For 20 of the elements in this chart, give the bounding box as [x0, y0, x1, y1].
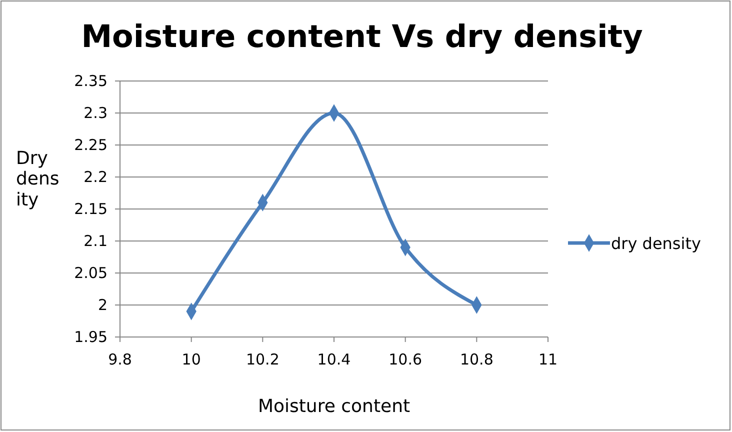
x-tick-label: 10: [182, 350, 201, 368]
x-tick-label: 10.6: [388, 350, 422, 368]
x-tick-label: 10.8: [460, 350, 494, 368]
x-axis-title: Moisture content: [258, 396, 410, 417]
y-tick-label: 2.2: [84, 168, 108, 186]
y-tick-label: 2.35: [74, 72, 108, 90]
legend-label: dry density: [611, 234, 701, 253]
y-tick-label: 2.25: [74, 136, 108, 154]
x-tick-label: 10.2: [246, 350, 280, 368]
y-tick-label: 2: [98, 296, 108, 314]
chart-title: Moisture content Vs dry density: [81, 19, 643, 55]
x-tick-label: 11: [538, 350, 558, 368]
y-tick-label: 2.3: [84, 104, 108, 122]
x-tick-label: 10.4: [317, 350, 351, 368]
y-axis-title: Dry density: [16, 148, 60, 210]
y-tick-label: 2.05: [74, 264, 108, 282]
y-tick-label: 2.1: [84, 232, 108, 250]
x-tick-label: 9.8: [108, 350, 132, 368]
y-tick-label: 2.15: [74, 200, 108, 218]
y-tick-label: 1.95: [74, 328, 108, 346]
